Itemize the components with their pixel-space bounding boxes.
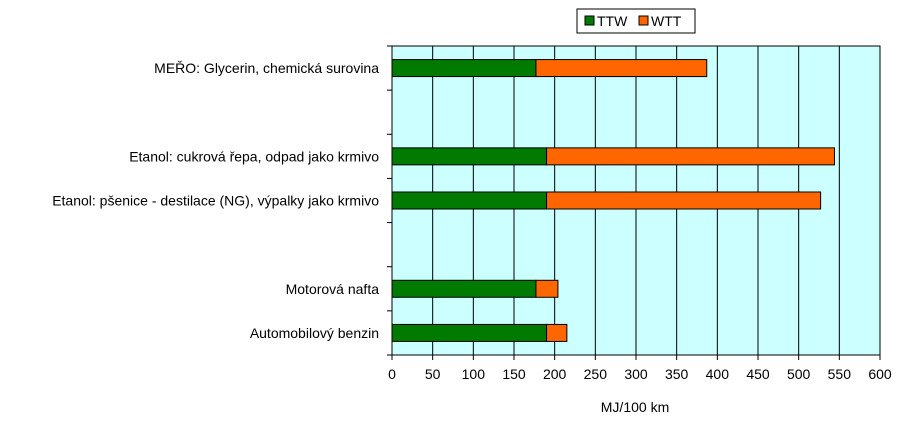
bar-ttw [391, 323, 548, 342]
bar-wtt [546, 191, 822, 210]
category-label: MEŘO: Glycerin, chemická surovina [154, 60, 379, 76]
x-tick-label: 250 [584, 366, 608, 382]
x-tick-label: 200 [543, 366, 567, 382]
x-tick-label: 600 [868, 366, 892, 382]
x-tick-label: 500 [787, 366, 811, 382]
bar-ttw [391, 59, 537, 78]
bar-ttw [391, 191, 548, 210]
legend-swatch-wtt [638, 15, 649, 26]
x-tick-label: 300 [624, 366, 648, 382]
x-tick-label: 400 [706, 366, 730, 382]
bar-wtt [535, 59, 708, 78]
x-tick-label: 150 [502, 366, 526, 382]
category-label: Automobilový benzin [250, 325, 379, 341]
bar-wtt [535, 279, 559, 298]
category-label: Motorová nafta [286, 281, 380, 297]
x-tick-label: 50 [425, 366, 441, 382]
category-label: Etanol: pšenice - destilace (NG), výpalk… [52, 193, 379, 209]
x-axis-title: MJ/100 km [601, 399, 669, 415]
bar-wtt [546, 147, 835, 166]
bar-wtt [546, 323, 568, 342]
legend-box [576, 8, 696, 34]
bar-ttw [391, 279, 537, 298]
x-tick-label: 100 [462, 366, 486, 382]
category-label: Etanol: cukrová řepa, odpad jako krmivo [129, 148, 379, 164]
x-tick-label: 350 [665, 366, 689, 382]
legend-swatch-ttw [584, 15, 595, 26]
x-tick-label: 0 [388, 366, 396, 382]
legend-label-wtt: WTT [651, 13, 682, 29]
x-tick-label: 450 [746, 366, 770, 382]
bar-ttw [391, 147, 548, 166]
legend-label-ttw: TTW [597, 13, 628, 29]
x-tick-label: 550 [828, 366, 852, 382]
